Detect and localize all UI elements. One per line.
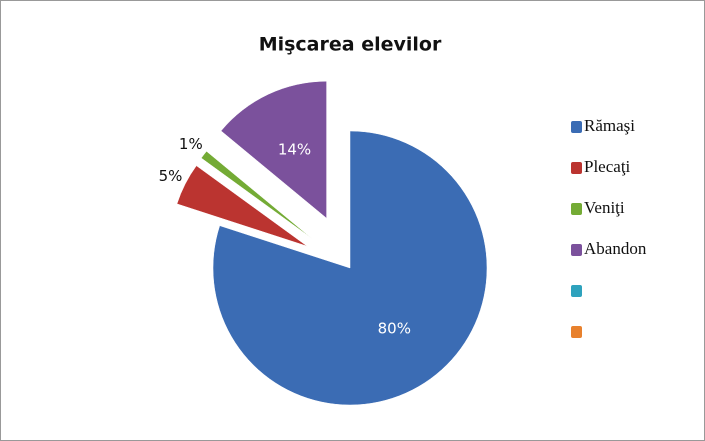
data-label: 1% [179,135,203,153]
pie-slice [176,165,308,247]
legend-swatch [571,244,582,256]
pie-slice [212,130,488,406]
legend-label: Plecaţi [584,157,631,176]
data-label: 5% [159,167,183,185]
pie-slice [220,80,327,219]
legend-swatch [571,326,582,338]
legend-swatch [571,121,582,133]
chart-title: Mişcarea elevilor [259,34,442,56]
data-label: 14% [278,141,311,159]
legend-swatch [571,285,582,297]
data-label: 80% [378,319,411,337]
legend-label: Abandon [584,239,647,258]
legend-swatch [571,203,582,215]
legend-label: Veniţi [584,198,625,217]
legend-swatch [571,162,582,174]
pie-slice [200,150,313,239]
legend-label: Rămaşi [584,116,635,135]
